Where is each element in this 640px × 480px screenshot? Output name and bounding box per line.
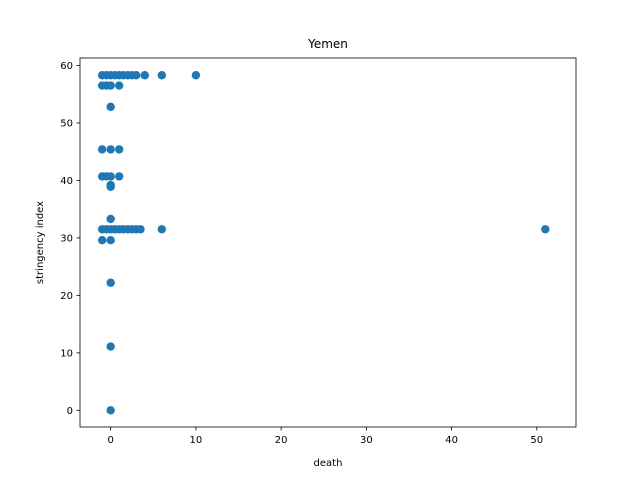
y-axis-ticks: 0 10 20 30 40 50 60 xyxy=(60,61,80,417)
y-tick-label: 50 xyxy=(60,118,73,129)
scatter-point xyxy=(97,236,107,245)
scatter-point xyxy=(115,81,124,90)
x-tick-label: 40 xyxy=(445,435,458,446)
x-axis-ticks: 0 10 20 30 40 50 xyxy=(107,427,543,446)
scatter-point xyxy=(191,71,201,80)
scatter-point xyxy=(106,236,115,245)
scatter-point xyxy=(106,102,115,112)
scatter-point xyxy=(106,145,115,154)
y-tick-label: 0 xyxy=(67,406,73,417)
scatter-point xyxy=(140,71,149,80)
points-layer xyxy=(97,71,550,415)
scatter-point xyxy=(97,145,107,154)
plot-area xyxy=(79,57,577,428)
scatter-point xyxy=(541,225,550,234)
scatter-point xyxy=(157,225,167,234)
y-tick-label: 40 xyxy=(60,176,73,187)
x-tick-label: 20 xyxy=(275,435,288,446)
scatter-point xyxy=(106,180,115,190)
scatter-point xyxy=(106,406,115,415)
scatter-point xyxy=(115,145,124,154)
scatter-point xyxy=(115,172,124,181)
y-tick-label: 30 xyxy=(60,233,73,244)
scatter-point xyxy=(132,71,141,80)
scatter-point xyxy=(106,214,115,224)
y-tick-label: 60 xyxy=(60,61,73,72)
plot-background xyxy=(80,58,576,427)
y-tick-label: 20 xyxy=(60,291,73,302)
x-tick-label: 0 xyxy=(107,435,113,446)
axes-frame xyxy=(79,57,577,428)
chart-title: Yemen xyxy=(307,37,348,51)
x-tick-label: 30 xyxy=(360,435,373,446)
scatter-point xyxy=(157,71,167,80)
y-axis-label: stringency index xyxy=(35,201,46,284)
scatter-point xyxy=(106,81,115,90)
x-tick-label: 50 xyxy=(530,435,543,446)
scatter-point xyxy=(136,225,145,234)
scatter-point xyxy=(106,342,115,351)
x-axis-label: death xyxy=(314,458,343,469)
x-tick-label: 10 xyxy=(190,435,203,446)
y-tick-label: 10 xyxy=(60,348,73,359)
scatter-point xyxy=(106,172,115,181)
scatter-point xyxy=(106,278,115,287)
